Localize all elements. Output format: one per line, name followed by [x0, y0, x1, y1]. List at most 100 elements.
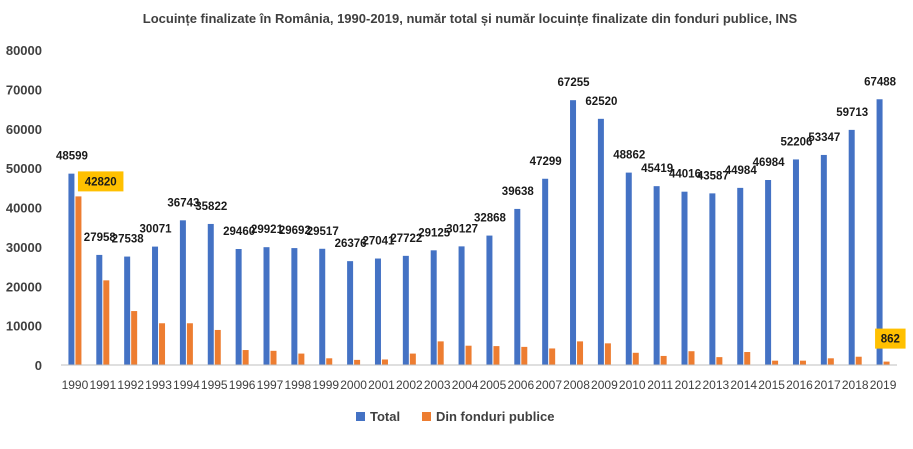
x-tick-label: 2010 [619, 378, 646, 392]
bar-public-2007 [549, 348, 556, 365]
x-tick-label: 2001 [368, 378, 395, 392]
bar-total-1992 [124, 256, 131, 365]
bar-public-2010 [632, 352, 639, 365]
bar-total-1994 [179, 220, 186, 365]
data-label-public-2019: 862 [881, 334, 900, 346]
data-label-total-2009: 62520 [585, 96, 617, 108]
x-axis-ticks: 1990 1991 1992 1993 1994 1995 1996 1997 1998 1999… [62, 378, 897, 392]
data-label-total-1999: 29517 [307, 226, 339, 238]
data-label-total-2012: 44016 [669, 169, 701, 181]
bar-public-2011 [660, 355, 667, 365]
bar-public-2004 [465, 345, 472, 365]
bar-public-2001 [381, 359, 388, 365]
bar-public-2018 [855, 356, 862, 365]
data-label-total-2003: 29125 [418, 227, 451, 239]
bar-total-2005 [486, 235, 493, 365]
bar-public-2015 [772, 360, 779, 365]
data-label-public-1990: 42820 [85, 176, 117, 188]
bar-public-1995 [214, 329, 221, 365]
x-tick-label: 1991 [89, 378, 116, 392]
y-tick-label: 70000 [6, 82, 42, 97]
bar-total-2002 [402, 255, 409, 365]
bar-total-1999 [319, 248, 326, 365]
legend-swatch-0 [356, 412, 365, 421]
y-tick-label: 30000 [6, 240, 42, 255]
bar-public-2019 [883, 361, 890, 365]
x-tick-label: 2015 [758, 378, 785, 392]
bar-total-2003 [430, 250, 437, 365]
highlight-box-2019 [875, 328, 906, 349]
bar-total-2001 [374, 258, 381, 365]
bar-total-2009 [597, 118, 604, 365]
x-tick-label: 2008 [563, 378, 590, 392]
data-label-total-1991: 27958 [84, 232, 117, 244]
data-label-total-2001: 27041 [362, 236, 395, 248]
x-tick-label: 2018 [842, 378, 869, 392]
data-label-total-1995: 35822 [195, 201, 227, 213]
x-tick-label: 2003 [424, 378, 451, 392]
data-label-total-2004: 30127 [446, 223, 478, 235]
bar-public-1999 [326, 358, 333, 365]
bar-total-2018 [848, 129, 855, 365]
y-tick-label: 0 [35, 358, 42, 373]
x-tick-label: 2014 [730, 378, 757, 392]
x-tick-label: 1998 [285, 378, 312, 392]
bar-public-2012 [688, 351, 695, 365]
data-label-total-2010: 48862 [613, 150, 645, 162]
x-tick-label: 1990 [62, 378, 89, 392]
data-label-total-1992: 27538 [112, 234, 145, 246]
x-tick-label: 2006 [507, 378, 534, 392]
y-tick-label: 60000 [6, 122, 42, 137]
bar-total-2000 [347, 261, 354, 365]
bar-public-2002 [409, 353, 416, 365]
x-tick-label: 2002 [396, 378, 423, 392]
bar-total-1996 [235, 249, 242, 365]
data-label-total-1990: 48599 [56, 151, 88, 163]
chart-title: Locuințe finalizate în România, 1990-201… [143, 11, 798, 26]
data-label-total-2002: 27722 [390, 233, 422, 245]
bar-total-1997 [263, 247, 270, 365]
data-label-total-2011: 45419 [641, 163, 673, 175]
bar-total-2004 [458, 246, 465, 365]
data-label-total-2005: 32868 [474, 213, 507, 225]
bar-public-2016 [799, 360, 806, 365]
x-tick-label: 2000 [340, 378, 367, 392]
x-tick-label: 2004 [452, 378, 479, 392]
x-tick-label: 1994 [173, 378, 200, 392]
bar-total-2015 [765, 180, 772, 365]
legend: Total Din fonduri publice [356, 409, 554, 424]
data-label-total-2018: 59713 [836, 107, 868, 119]
x-tick-label: 2013 [703, 378, 730, 392]
x-tick-label: 2019 [870, 378, 897, 392]
data-label-total-1996: 29460 [223, 226, 255, 238]
bar-total-2008 [570, 100, 577, 365]
x-tick-label: 2017 [814, 378, 841, 392]
bar-total-2017 [820, 154, 827, 365]
x-tick-label: 2011 [647, 378, 673, 392]
x-tick-label: 2007 [535, 378, 562, 392]
x-tick-label: 1996 [229, 378, 256, 392]
data-label-total-2013: 43587 [697, 170, 729, 182]
bar-public-2017 [827, 358, 834, 365]
bar-public-1996 [242, 350, 249, 365]
bar-public-1991 [103, 280, 110, 365]
x-tick-label: 2012 [675, 378, 702, 392]
data-label-total-1993: 30071 [140, 224, 173, 236]
data-label-total-2008: 67255 [558, 77, 591, 89]
data-label-total-2016: 52206 [780, 136, 812, 148]
data-label-total-2006: 39638 [502, 186, 535, 198]
bar-total-2012 [681, 191, 688, 365]
x-tick-label: 2005 [480, 378, 507, 392]
bar-public-2014 [744, 352, 751, 365]
legend-swatch-1 [422, 412, 431, 421]
bar-public-1998 [298, 353, 305, 365]
y-axis-ticks: 0 10000 20000 30000 40000 50000 60000 70000 8000… [6, 43, 42, 373]
bar-public-2006 [521, 346, 528, 365]
data-label-total-1998: 29692 [279, 225, 311, 237]
data-label-total-2000: 26376 [335, 238, 367, 250]
bar-total-2019 [876, 99, 883, 366]
bar-total-2006 [514, 208, 521, 365]
y-tick-label: 40000 [6, 201, 42, 216]
bar-public-1990 [75, 196, 82, 365]
